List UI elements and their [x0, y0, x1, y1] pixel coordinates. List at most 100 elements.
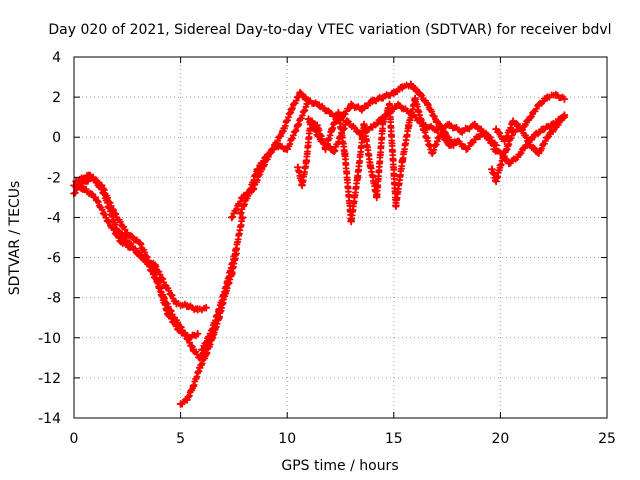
- x-tick-label: 15: [385, 431, 403, 447]
- data-point: [123, 229, 132, 238]
- data-point: [445, 141, 454, 150]
- data-point: [236, 209, 245, 218]
- y-tick-label: 4: [52, 50, 61, 66]
- data-point: [432, 125, 441, 134]
- data-point: [379, 93, 388, 102]
- data-point: [172, 299, 181, 308]
- data-point: [330, 147, 339, 156]
- data-point: [458, 127, 466, 136]
- data-point: [428, 149, 437, 158]
- data-point: [406, 81, 415, 89]
- y-tick-label: -12: [38, 371, 61, 387]
- data-point: [148, 265, 157, 274]
- chart-title: Day 020 of 2021, Sidereal Day-to-day VTE…: [48, 22, 611, 38]
- series-track-9: [304, 100, 501, 156]
- data-point: [202, 303, 211, 312]
- data-point: [206, 329, 215, 338]
- data-point: [315, 101, 324, 110]
- data-point: [283, 145, 292, 154]
- data-point: [238, 213, 247, 222]
- y-tick-label: -10: [38, 331, 61, 347]
- data-point: [424, 101, 432, 110]
- data-point: [253, 165, 262, 174]
- data-series: [70, 80, 569, 408]
- data-point: [91, 193, 100, 202]
- data-point: [189, 382, 198, 390]
- data-point: [419, 121, 428, 130]
- data-point: [492, 125, 501, 134]
- data-point: [411, 95, 420, 104]
- data-point: [368, 123, 377, 132]
- data-point: [406, 109, 415, 118]
- data-point: [202, 349, 211, 358]
- data-point: [317, 137, 326, 146]
- data-point: [530, 131, 539, 140]
- data-point: [509, 117, 518, 126]
- y-tick-label: -14: [38, 411, 61, 427]
- series-track-2: [70, 181, 202, 343]
- data-point: [193, 305, 202, 314]
- axis-ticks: 0 5 10 15 20 25 -14 -12 -10 -8 -6 -4 -2 0 2 4: [38, 50, 616, 447]
- data-point: [526, 113, 535, 122]
- data-point: [381, 111, 390, 120]
- data-point: [392, 201, 400, 210]
- data-point: [223, 277, 232, 286]
- data-point: [547, 121, 556, 130]
- data-point: [170, 313, 179, 322]
- data-point: [232, 245, 240, 254]
- data-point: [404, 121, 413, 130]
- data-point: [136, 239, 144, 248]
- data-point: [183, 396, 191, 404]
- data-point: [78, 179, 87, 188]
- data-point: [543, 133, 552, 142]
- data-point: [334, 109, 343, 118]
- data-point: [304, 115, 313, 124]
- data-point: [238, 193, 247, 202]
- data-point: [244, 189, 253, 198]
- y-tick-label: -8: [47, 291, 61, 307]
- data-point: [342, 117, 351, 126]
- series-track-12: [492, 111, 569, 158]
- data-point: [227, 213, 236, 222]
- data-point: [159, 293, 168, 302]
- data-point: [366, 161, 375, 170]
- data-point: [502, 145, 511, 154]
- data-point: [462, 145, 471, 154]
- data-point: [161, 281, 170, 290]
- data-point: [505, 159, 513, 168]
- data-point: [340, 149, 349, 158]
- data-point: [496, 149, 505, 158]
- data-point: [496, 161, 505, 170]
- data-point: [445, 121, 454, 130]
- data-point: [183, 301, 191, 310]
- data-point: [453, 137, 462, 146]
- plot-frame: [73, 56, 608, 419]
- data-point: [193, 329, 202, 338]
- data-point: [526, 141, 535, 150]
- data-point: [539, 125, 547, 134]
- data-point: [470, 135, 479, 144]
- data-point: [560, 95, 569, 104]
- x-tick-label: 0: [70, 431, 79, 447]
- data-point: [385, 101, 394, 110]
- series-markers: [294, 94, 496, 224]
- data-point: [80, 185, 89, 194]
- data-point: [302, 157, 311, 166]
- data-point: [189, 345, 198, 354]
- data-point: [261, 153, 270, 162]
- data-point: [360, 121, 368, 130]
- series-track-8: [293, 94, 496, 226]
- data-point: [195, 363, 204, 372]
- y-tick-label: -2: [47, 170, 61, 186]
- data-point: [287, 105, 296, 114]
- data-point: [490, 145, 498, 154]
- y-tick-label: 0: [52, 130, 61, 146]
- y-tick-label: -6: [47, 251, 61, 267]
- data-point: [293, 121, 302, 130]
- x-tick-label: 5: [176, 431, 185, 447]
- grid: [74, 57, 607, 418]
- data-point: [298, 181, 307, 190]
- series-track-5: [198, 213, 247, 354]
- data-point: [492, 141, 501, 150]
